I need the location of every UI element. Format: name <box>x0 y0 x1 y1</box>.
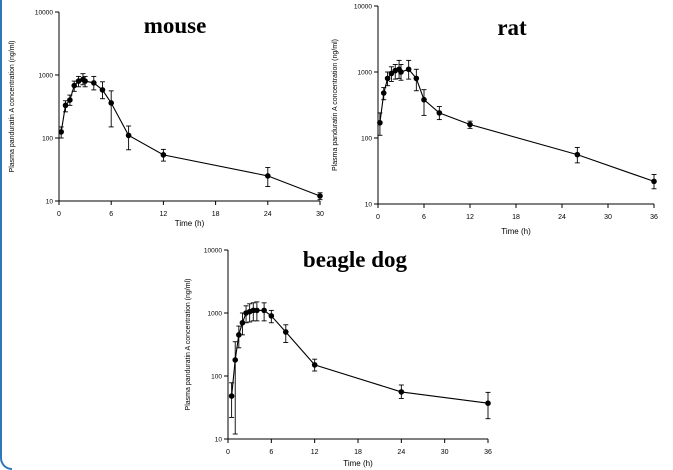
x-tick-label: 0 <box>376 214 380 221</box>
data-point <box>160 152 167 158</box>
chart-panel-beagle-dog: 0 6 12 18 24 30 36 10 100 1000 10000 beagle dog Time… <box>185 247 492 468</box>
y-tick-label: 10 <box>215 437 223 444</box>
data-point <box>236 332 242 338</box>
data-point <box>75 78 82 84</box>
y-tick-label: 10 <box>46 199 54 206</box>
x-tick-label: 30 <box>604 214 612 221</box>
data-point <box>398 69 404 75</box>
chart-panel-mouse: 0 6 12 18 24 30 10 100 1000 10000 mouse Time (h) Pla… <box>9 10 324 229</box>
data-point <box>485 400 491 407</box>
x-tick-label: 24 <box>397 449 405 456</box>
data-point <box>125 132 132 139</box>
chart-title: mouse <box>144 13 207 38</box>
y-tick-label: 10000 <box>35 10 53 17</box>
series-line <box>379 68 655 182</box>
data-point <box>317 193 323 199</box>
chart-panel-rat: 0 6 12 18 24 30 36 10 100 1000 10000 rat Time (h) Pla… <box>332 4 658 237</box>
x-tick-label: 12 <box>160 211 168 218</box>
x-tick-label: 18 <box>354 449 362 456</box>
x-tick-label: 36 <box>650 214 658 221</box>
data-point <box>254 307 260 314</box>
x-tick-label: 6 <box>269 449 273 456</box>
data-point <box>651 178 657 185</box>
x-tick-label: 6 <box>109 211 113 218</box>
data-point <box>228 393 235 399</box>
x-axis-label: Time (h) <box>343 459 373 468</box>
data-point <box>108 100 114 106</box>
x-tick-label: 12 <box>466 214 474 221</box>
data-point <box>268 313 275 319</box>
series-line <box>231 309 489 404</box>
x-tick-label: 12 <box>311 449 319 456</box>
data-point <box>398 389 405 395</box>
data-point <box>261 307 267 314</box>
x-tick-label: 24 <box>558 214 566 221</box>
data-point <box>388 70 395 77</box>
data-point <box>377 119 383 126</box>
chart-title: rat <box>497 15 527 40</box>
data-point <box>405 66 412 73</box>
y-axis-label: Plasma panduratin A concentration (ng/ml… <box>9 41 16 173</box>
chart-title: beagle dog <box>303 247 408 272</box>
data-point <box>265 173 271 179</box>
y-tick-label: 10000 <box>354 4 372 11</box>
data-point <box>380 90 387 96</box>
data-point <box>99 87 106 93</box>
x-axis-label: Time (h) <box>175 219 205 228</box>
y-tick-label: 10000 <box>204 248 222 255</box>
data-point <box>413 75 420 82</box>
y-tick-label: 10 <box>365 202 373 209</box>
y-tick-label: 1000 <box>208 311 223 318</box>
data-point <box>91 80 97 86</box>
x-axis-label: Time (h) <box>501 227 531 236</box>
series-line <box>60 78 321 197</box>
y-tick-label: 100 <box>211 374 222 381</box>
data-point <box>58 129 64 135</box>
x-tick-label: 0 <box>226 449 230 456</box>
data-point <box>71 82 78 89</box>
x-tick-label: 24 <box>264 211 272 218</box>
y-tick-label: 1000 <box>39 73 54 80</box>
data-point <box>282 329 289 335</box>
x-tick-label: 18 <box>212 211 220 218</box>
y-tick-label: 1000 <box>358 70 373 77</box>
x-tick-label: 0 <box>57 211 61 218</box>
data-point <box>467 121 473 128</box>
data-point <box>421 96 427 103</box>
data-point <box>62 102 69 109</box>
data-point <box>232 357 239 363</box>
data-point <box>239 319 246 326</box>
x-tick-label: 30 <box>441 449 449 456</box>
x-tick-label: 36 <box>484 449 492 456</box>
data-point <box>384 75 391 82</box>
y-axis-label: Plasma panduratin A concentration (ng/ml… <box>332 39 339 171</box>
x-tick-label: 18 <box>512 214 520 221</box>
y-axis-label: Plasma panduratin A concentration (ng/ml… <box>185 279 192 411</box>
data-point <box>574 151 581 158</box>
y-tick-label: 100 <box>42 136 53 143</box>
x-tick-label: 6 <box>422 214 426 221</box>
x-tick-label: 30 <box>316 211 324 218</box>
data-point <box>67 97 73 103</box>
data-point <box>82 78 88 84</box>
data-point <box>311 362 318 368</box>
data-point <box>436 110 443 116</box>
y-tick-label: 100 <box>361 136 372 143</box>
